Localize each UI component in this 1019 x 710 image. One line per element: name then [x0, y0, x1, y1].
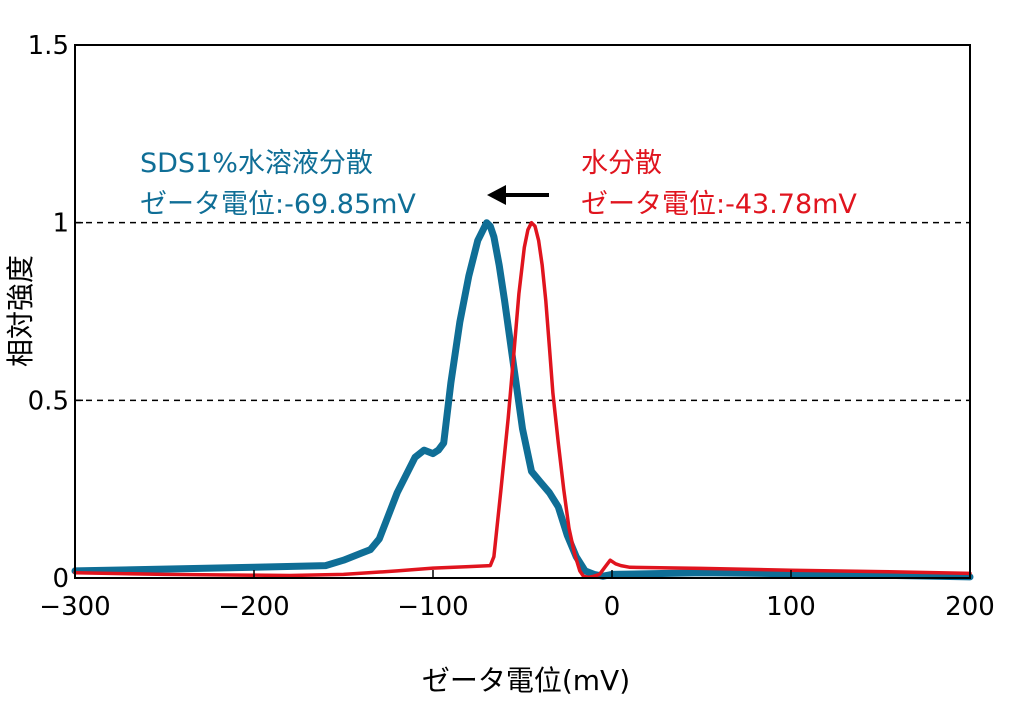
y-tick-label: 0: [52, 564, 69, 594]
x-tick-label: −100: [397, 592, 468, 622]
x-axis-ticks: −300 −200 −100 0 100 200: [39, 570, 995, 622]
x-tick-label: 100: [766, 592, 816, 622]
legend-water: 水分散 ゼータ電位:-43.78mV: [581, 148, 857, 220]
y-tick-label: 1.5: [28, 31, 69, 61]
legend-water-label: 水分散: [581, 148, 662, 179]
series-lines: [71, 219, 974, 581]
plot-frame: [74, 44, 971, 579]
series-line-sds: [71, 219, 974, 581]
y-tick-label: 1: [52, 209, 69, 239]
legend-sds-zeta: ゼータ電位:-69.85mV: [140, 189, 416, 220]
legend-sds: SDS1%水溶液分散 ゼータ電位:-69.85mV: [140, 148, 416, 220]
y-axis-title: 相対強度: [4, 255, 37, 367]
shift-arrow-icon: [487, 185, 549, 205]
x-tick-label: 200: [945, 592, 995, 622]
x-axis-title: ゼータ電位(mV): [422, 664, 630, 697]
y-axis-ticks: 0 0.5 1 1.5: [28, 31, 83, 594]
x-tick-label: 0: [604, 592, 621, 622]
y-tick-label: 0.5: [28, 386, 69, 416]
legend-sds-label: SDS1%水溶液分散: [140, 148, 373, 179]
series-line-water: [73, 220, 972, 580]
legend-water-zeta: ゼータ電位:-43.78mV: [581, 189, 857, 220]
x-tick-label: −200: [218, 592, 289, 622]
x-tick-label: −300: [39, 592, 110, 622]
